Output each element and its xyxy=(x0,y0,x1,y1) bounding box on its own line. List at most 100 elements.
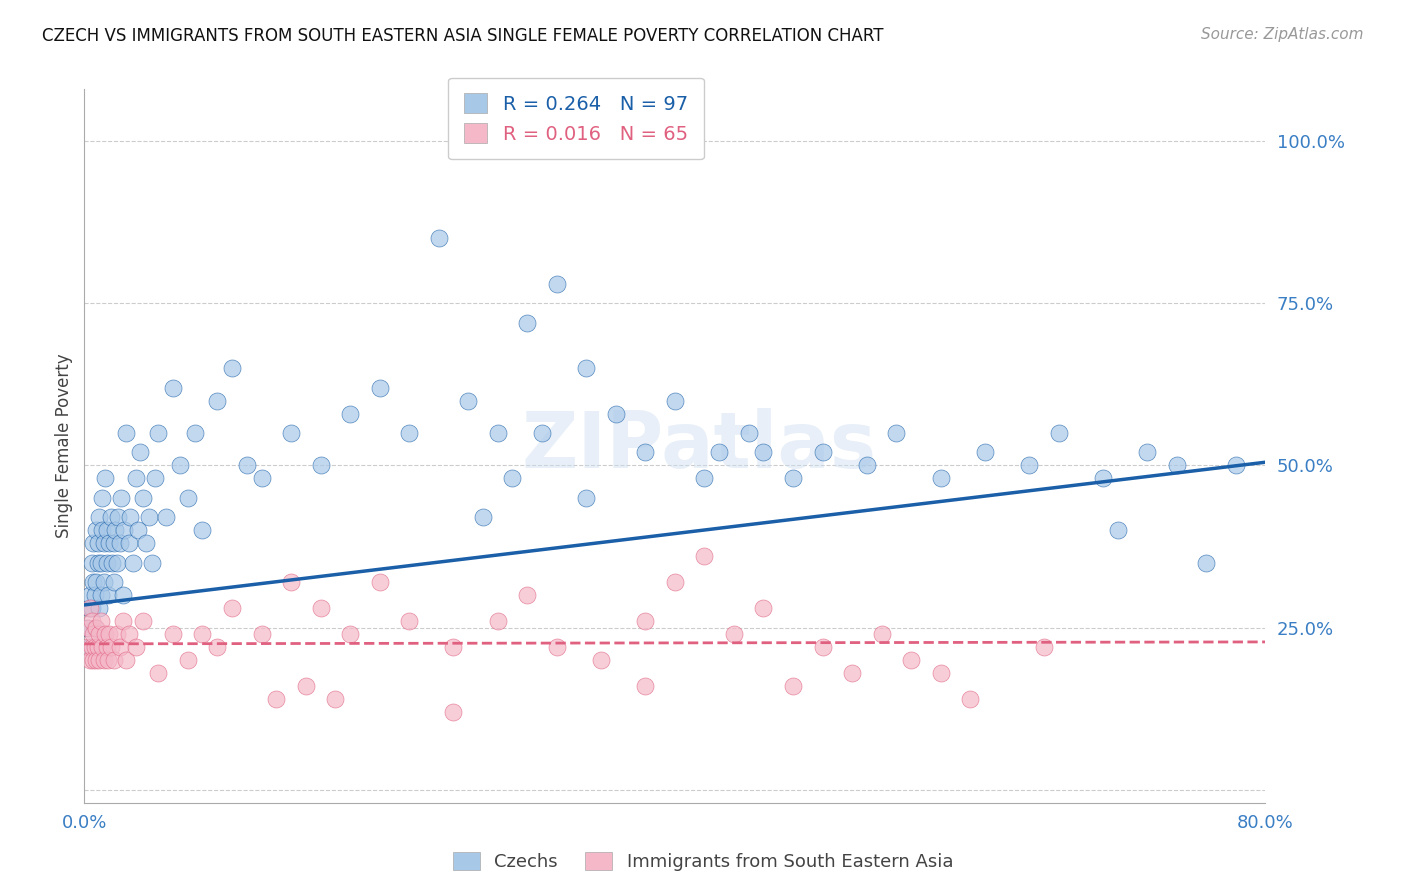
Point xyxy=(84,524,107,538)
Point xyxy=(80,614,103,628)
Point xyxy=(90,588,112,602)
Point xyxy=(96,556,118,570)
Point xyxy=(236,458,259,473)
Point xyxy=(91,491,114,505)
Point xyxy=(103,575,125,590)
Point xyxy=(339,627,361,641)
Point xyxy=(76,621,98,635)
Point xyxy=(90,614,112,628)
Point xyxy=(162,381,184,395)
Point xyxy=(91,524,114,538)
Point xyxy=(141,556,163,570)
Point xyxy=(309,601,332,615)
Point xyxy=(398,425,420,440)
Point xyxy=(138,510,160,524)
Text: ZIPatlas: ZIPatlas xyxy=(522,408,876,484)
Point xyxy=(486,614,509,628)
Point xyxy=(664,393,686,408)
Point xyxy=(221,361,243,376)
Point xyxy=(1033,640,1056,654)
Point xyxy=(280,425,302,440)
Point xyxy=(811,640,834,654)
Point xyxy=(591,653,613,667)
Point xyxy=(177,653,200,667)
Point xyxy=(111,588,134,602)
Point xyxy=(1107,524,1129,538)
Point xyxy=(841,666,863,681)
Point xyxy=(900,653,922,667)
Point xyxy=(143,471,166,485)
Point xyxy=(94,471,117,485)
Point xyxy=(82,536,104,550)
Point xyxy=(125,471,148,485)
Point xyxy=(856,458,879,473)
Point xyxy=(295,679,318,693)
Point xyxy=(114,425,136,440)
Point xyxy=(1166,458,1188,473)
Point xyxy=(127,524,149,538)
Point xyxy=(84,621,107,635)
Point xyxy=(87,653,111,667)
Point xyxy=(108,640,131,654)
Point xyxy=(1136,445,1159,459)
Point xyxy=(84,653,107,667)
Point xyxy=(82,575,104,590)
Point xyxy=(177,491,200,505)
Point xyxy=(531,425,554,440)
Point xyxy=(575,491,598,505)
Point xyxy=(486,425,509,440)
Point xyxy=(118,536,141,550)
Point xyxy=(110,491,132,505)
Point xyxy=(1225,458,1247,473)
Point xyxy=(91,640,114,654)
Point xyxy=(132,614,155,628)
Point xyxy=(79,601,101,615)
Point xyxy=(546,640,568,654)
Point xyxy=(104,524,127,538)
Point xyxy=(959,692,981,706)
Point xyxy=(79,588,101,602)
Point xyxy=(709,445,731,459)
Point xyxy=(80,640,103,654)
Point xyxy=(100,640,122,654)
Point xyxy=(398,614,420,628)
Y-axis label: Single Female Poverty: Single Female Poverty xyxy=(55,354,73,538)
Point xyxy=(634,614,657,628)
Point xyxy=(97,588,120,602)
Point xyxy=(929,666,952,681)
Point xyxy=(870,627,893,641)
Point xyxy=(114,653,136,667)
Point xyxy=(634,679,657,693)
Point xyxy=(84,575,107,590)
Point xyxy=(96,640,118,654)
Point xyxy=(221,601,243,615)
Point xyxy=(162,627,184,641)
Point xyxy=(79,653,101,667)
Point xyxy=(443,640,465,654)
Point xyxy=(693,549,716,564)
Point xyxy=(664,575,686,590)
Point xyxy=(98,627,121,641)
Point xyxy=(516,316,538,330)
Point xyxy=(811,445,834,459)
Point xyxy=(546,277,568,291)
Point xyxy=(103,653,125,667)
Point xyxy=(122,556,145,570)
Point xyxy=(87,601,111,615)
Point xyxy=(108,536,131,550)
Point xyxy=(86,640,108,654)
Point xyxy=(309,458,332,473)
Point xyxy=(516,588,538,602)
Point xyxy=(693,471,716,485)
Point xyxy=(100,510,122,524)
Point xyxy=(472,510,495,524)
Point xyxy=(752,601,775,615)
Point xyxy=(782,471,804,485)
Point xyxy=(427,231,450,245)
Point xyxy=(77,621,100,635)
Point xyxy=(80,556,103,570)
Point xyxy=(929,471,952,485)
Point xyxy=(782,679,804,693)
Point xyxy=(605,407,627,421)
Point xyxy=(132,491,155,505)
